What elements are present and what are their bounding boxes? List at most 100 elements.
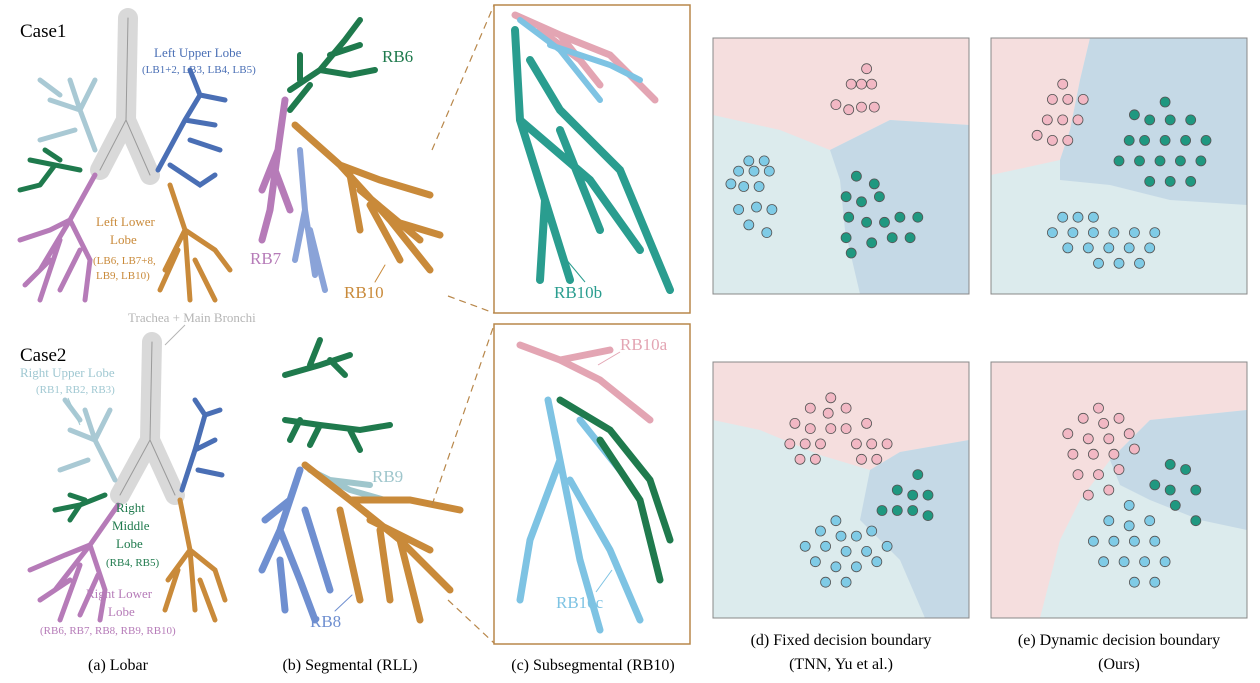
rb10c-label: RB10c bbox=[556, 593, 604, 612]
point-pink-2 bbox=[1062, 94, 1074, 105]
point-teal-3 bbox=[1164, 114, 1176, 126]
point-cyan-1 bbox=[758, 155, 770, 167]
point-pink-15 bbox=[1082, 489, 1094, 501]
point-cyan-8 bbox=[1149, 227, 1161, 239]
left-upper-lobe-title: Left Upper Lobe bbox=[154, 45, 242, 60]
zoom-line-bottom-1 bbox=[431, 324, 495, 506]
case2-rb10c-branch bbox=[516, 396, 644, 634]
point-cyan-0 bbox=[743, 155, 755, 167]
point-cyan-2 bbox=[1123, 520, 1135, 532]
point-cyan-0 bbox=[830, 515, 842, 527]
rb10b-label: RB10b bbox=[554, 283, 602, 302]
caption-e-line1: (e) Dynamic decision boundary bbox=[1018, 632, 1220, 649]
point-cyan-7 bbox=[1129, 227, 1140, 239]
point-pink-2 bbox=[1098, 417, 1109, 429]
case1-rb7 bbox=[258, 96, 294, 244]
case2-right-upper-lobe bbox=[57, 397, 118, 483]
point-pink-14 bbox=[1113, 464, 1125, 475]
point-pink-9 bbox=[784, 438, 796, 450]
point-cyan-9 bbox=[1062, 242, 1074, 254]
point-cyan-4 bbox=[1067, 227, 1079, 239]
point-pink-5 bbox=[804, 423, 816, 435]
point-teal-5 bbox=[843, 211, 855, 223]
point-teal-9 bbox=[1200, 134, 1212, 146]
point-teal-7 bbox=[879, 216, 890, 228]
rb7-label: RB7 bbox=[250, 249, 282, 268]
point-pink-18 bbox=[871, 453, 883, 465]
caption-a: (a) Lobar bbox=[88, 657, 149, 674]
point-teal-9 bbox=[912, 211, 924, 223]
point-pink-8 bbox=[861, 417, 872, 429]
case1-left-upper-lobe bbox=[155, 67, 228, 189]
point-teal-14 bbox=[845, 247, 857, 259]
point-teal-16 bbox=[1164, 175, 1176, 187]
point-pink-3 bbox=[866, 78, 878, 90]
point-pink-10 bbox=[799, 438, 811, 450]
case2-rb6-upper bbox=[282, 337, 353, 378]
caption-c: (c) Subsegmental (RB10) bbox=[511, 657, 675, 674]
point-cyan-7 bbox=[753, 181, 765, 192]
point-teal-8 bbox=[894, 211, 906, 223]
point-cyan-5 bbox=[1088, 227, 1099, 239]
point-cyan-10 bbox=[1139, 556, 1150, 568]
point-pink-8 bbox=[1047, 134, 1058, 146]
boundary-panel-d-bottom bbox=[712, 361, 970, 619]
caption-e-line2: (Ours) bbox=[1098, 656, 1140, 673]
case2-airway bbox=[27, 332, 228, 623]
point-teal-7 bbox=[922, 510, 934, 521]
point-teal-1 bbox=[891, 484, 903, 496]
point-teal-6 bbox=[861, 216, 872, 228]
point-cyan-9 bbox=[751, 201, 762, 213]
right-upper-lobe-sub: (RB1, RB2, RB3) bbox=[36, 384, 115, 396]
right-upper-leader bbox=[67, 397, 81, 426]
point-pink-9 bbox=[1088, 448, 1099, 460]
point-cyan-9 bbox=[881, 540, 893, 552]
point-pink-10 bbox=[1108, 448, 1120, 460]
point-cyan-14 bbox=[820, 576, 831, 588]
zoom-line-top-1 bbox=[431, 4, 495, 151]
lobar-panel: Case1 Left Upper Lobe (LB1+2, LB3, LB4, … bbox=[17, 8, 256, 674]
point-pink-11 bbox=[815, 438, 826, 450]
point-pink-8 bbox=[1067, 448, 1079, 460]
case2-rb10 bbox=[301, 461, 464, 624]
point-teal-1 bbox=[1180, 464, 1191, 475]
point-pink-7 bbox=[840, 423, 852, 435]
region-blue bbox=[1110, 410, 1247, 530]
point-teal-4 bbox=[1190, 484, 1202, 496]
case2-rb8 bbox=[258, 466, 334, 624]
point-pink-3 bbox=[1113, 412, 1125, 424]
case1-right-upper-lobe bbox=[37, 77, 98, 153]
point-pink-6 bbox=[1072, 114, 1084, 126]
point-pink-11 bbox=[1129, 443, 1140, 455]
frame bbox=[990, 37, 1248, 295]
point-teal-6 bbox=[1190, 515, 1202, 527]
point-pink-7 bbox=[1031, 129, 1043, 141]
right-middle-lobe-title3: Lobe bbox=[116, 536, 143, 551]
rb8-label: RB8 bbox=[310, 612, 341, 631]
point-pink-2 bbox=[822, 407, 834, 419]
point-pink-16 bbox=[810, 453, 821, 465]
rb10b-leader bbox=[564, 257, 586, 283]
point-pink-14 bbox=[881, 438, 893, 450]
point-cyan-9 bbox=[1118, 556, 1130, 568]
points bbox=[725, 63, 924, 259]
point-pink-12 bbox=[1072, 469, 1084, 481]
case2-trachea bbox=[110, 332, 185, 505]
rb9-label: RB9 bbox=[372, 467, 403, 486]
point-pink-1 bbox=[1077, 412, 1089, 424]
left-lower-lobe-sub1: (LB6, LB7+8, bbox=[93, 255, 156, 267]
frame bbox=[712, 361, 970, 619]
point-pink-6 bbox=[825, 423, 837, 435]
point-cyan-1 bbox=[1103, 515, 1115, 527]
boundary-panel-e-top bbox=[990, 37, 1248, 295]
point-cyan-13 bbox=[871, 556, 883, 568]
points bbox=[1031, 78, 1212, 269]
point-cyan-6 bbox=[1129, 535, 1140, 547]
point-cyan-4 bbox=[1088, 535, 1099, 547]
point-cyan-12 bbox=[761, 227, 773, 239]
case1-rb10 bbox=[291, 121, 444, 274]
point-teal-5 bbox=[1123, 134, 1135, 146]
point-cyan-12 bbox=[851, 561, 862, 573]
point-teal-12 bbox=[886, 232, 898, 244]
